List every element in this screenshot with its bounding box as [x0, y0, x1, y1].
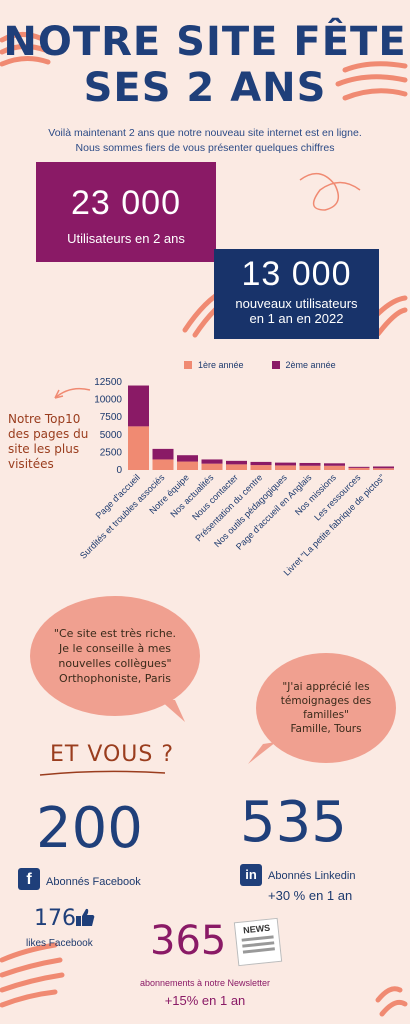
likes-label: likes Facebook	[26, 938, 93, 949]
bar-year2	[226, 460, 247, 465]
bar-year2	[275, 462, 296, 466]
testimonial-right-line2: témoignages des	[280, 695, 372, 707]
top10-note-line2: des pages du	[8, 427, 89, 441]
bar-year2	[299, 462, 321, 466]
bar-year2	[201, 459, 223, 464]
likes-count: 176	[34, 906, 76, 931]
testimonial-right-line1: "J'ai apprécié les	[282, 681, 370, 693]
newsletter-growth: +15% en 1 an	[164, 993, 246, 1008]
y-tick-label: 2500	[100, 447, 123, 458]
testimonial-left-line2: Je le conseille à mes	[59, 642, 171, 655]
top10-note-line3: site les plus	[8, 442, 80, 456]
facebook-icon: f	[18, 868, 40, 890]
testimonial-right-line4: Famille, Tours	[290, 723, 362, 735]
testimonial-left: "Ce site est très riche. Je le conseille…	[30, 596, 200, 716]
bar-year1	[373, 468, 394, 470]
y-tick-label: 10000	[94, 395, 122, 406]
users-total-box: 23 000 Utilisateurs en 2 ans	[36, 162, 216, 262]
bar-year2	[128, 385, 149, 427]
y-tick-label: 12500	[94, 377, 122, 388]
newspaper-icon-text: NEWS	[242, 922, 271, 936]
users-total-label: Utilisateurs en 2 ans	[67, 231, 185, 246]
top10-note: Notre Top10 des pages du site les plus v…	[8, 412, 90, 472]
bar-year1	[348, 467, 370, 470]
y-tick-label: 0	[116, 465, 122, 476]
bar-year1	[275, 465, 296, 470]
new-users-box: 13 000 nouveaux utilisateurs en 1 an en …	[214, 249, 379, 339]
newspaper-icon: NEWS	[233, 917, 283, 967]
bar-year1	[128, 426, 149, 470]
testimonial-left-line1: "Ce site est très riche.	[53, 627, 177, 640]
intro-text: Voilà maintenant 2 ans que notre nouveau…	[30, 126, 380, 156]
facebook-label: Abonnés Facebook	[46, 876, 141, 888]
legend-label-year2: 2ème année	[285, 360, 336, 370]
bar-year2	[348, 466, 370, 468]
bar-year1	[250, 465, 272, 470]
bar-year2	[373, 466, 394, 469]
legend-swatch-year2	[271, 361, 280, 369]
newsletter-count: 365	[150, 918, 227, 964]
linkedin-count: 535	[240, 790, 347, 855]
bar-year1	[152, 459, 174, 470]
testimonial-left-line4: Orthophoniste, Paris	[59, 672, 171, 685]
linkedin-icon: in	[240, 864, 262, 886]
bubble-tail-right	[248, 742, 276, 764]
y-tick-label: 7500	[100, 412, 123, 423]
newsletter-label: abonnements à notre Newsletter	[139, 978, 271, 988]
bar-year1	[177, 461, 198, 470]
bar-year1	[226, 464, 247, 470]
intro-line2: Nous sommes fiers de vous présenter quel…	[75, 142, 335, 154]
linkedin-label: Abonnés Linkedin	[268, 870, 356, 882]
testimonial-right-line3: familles"	[303, 709, 349, 721]
bar-year2	[324, 463, 345, 466]
testimonial-left-line3: nouvelles collègues"	[58, 657, 172, 670]
legend-swatch-year1	[184, 361, 192, 369]
page-title-line2: SES 2 ANS	[83, 65, 327, 111]
top10-note-line4: visitées	[8, 457, 54, 471]
bar-year2	[152, 448, 174, 460]
new-users-label-line2: en 1 an en 2022	[249, 311, 344, 326]
bar-year1	[324, 465, 345, 470]
et-vous-heading: ET VOUS ?	[50, 742, 175, 767]
intro-line1: Voilà maintenant 2 ans que notre nouveau…	[48, 127, 362, 139]
testimonial-right: "J'ai apprécié les témoignages des famil…	[256, 653, 396, 763]
bar-year2	[250, 461, 272, 466]
linkedin-growth: +30 % en 1 an	[268, 888, 353, 903]
chart-legend: 1ère année 2ème année	[184, 360, 336, 370]
legend-label-year1: 1ère année	[198, 360, 244, 370]
top10-note-line1: Notre Top10	[8, 412, 81, 426]
y-tick-label: 5000	[100, 430, 123, 441]
bar-year1	[299, 465, 321, 470]
page-title-line1: NOTRE SITE FÊTE	[3, 19, 407, 65]
users-total-value: 23 000	[71, 184, 181, 222]
new-users-label-line1: nouveaux utilisateurs	[235, 296, 358, 311]
facebook-count: 200	[36, 796, 143, 861]
bar-year1	[201, 463, 223, 470]
new-users-value: 13 000	[241, 255, 352, 293]
bar-year2	[177, 455, 198, 462]
thumbs-up-icon	[76, 908, 95, 926]
bubble-tail-left	[160, 700, 185, 722]
